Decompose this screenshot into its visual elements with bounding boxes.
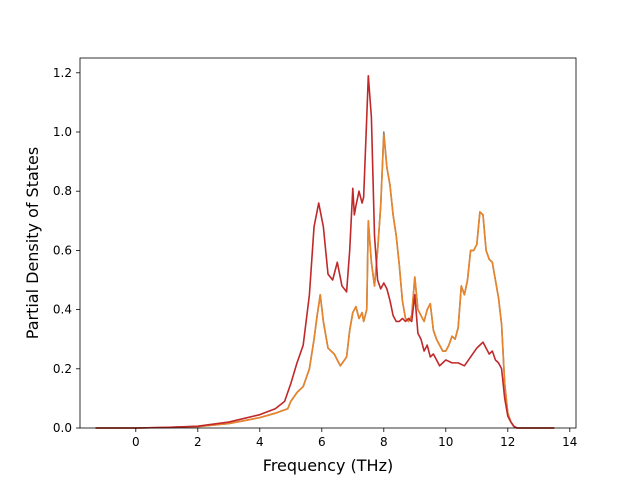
x-tick-label: 12: [500, 435, 515, 449]
x-tick-label: 4: [256, 435, 264, 449]
y-tick-label: 1.2: [53, 66, 72, 80]
plot-area-frame: [79, 57, 577, 429]
x-tick-label: 0: [132, 435, 140, 449]
y-tick-label: 1.0: [53, 125, 72, 139]
y-tick-label: 0.8: [53, 184, 72, 198]
series-line-3: [95, 74, 555, 429]
x-tick-label: 2: [194, 435, 202, 449]
x-axis-label: Frequency (THz): [263, 456, 393, 475]
series-layer: [95, 74, 555, 429]
x-tick-label: 10: [438, 435, 453, 449]
series-line-1: [95, 131, 555, 429]
x-tick-label: 8: [380, 435, 388, 449]
x-tick-label: 6: [318, 435, 326, 449]
x-tick-label: 14: [562, 435, 577, 449]
x-axis: 0 2 4 6 8 10 12 14: [132, 428, 577, 449]
y-axis: 0.0 0.2 0.4 0.6 0.8 1.0 1.2: [53, 66, 80, 435]
y-tick-label: 0.2: [53, 362, 72, 376]
y-axis-label: Partial Density of States: [23, 147, 42, 339]
y-tick-label: 0.0: [53, 421, 72, 435]
series-line-2: [95, 134, 555, 429]
y-tick-label: 0.6: [53, 243, 72, 257]
y-tick-label: 0.4: [53, 303, 72, 317]
